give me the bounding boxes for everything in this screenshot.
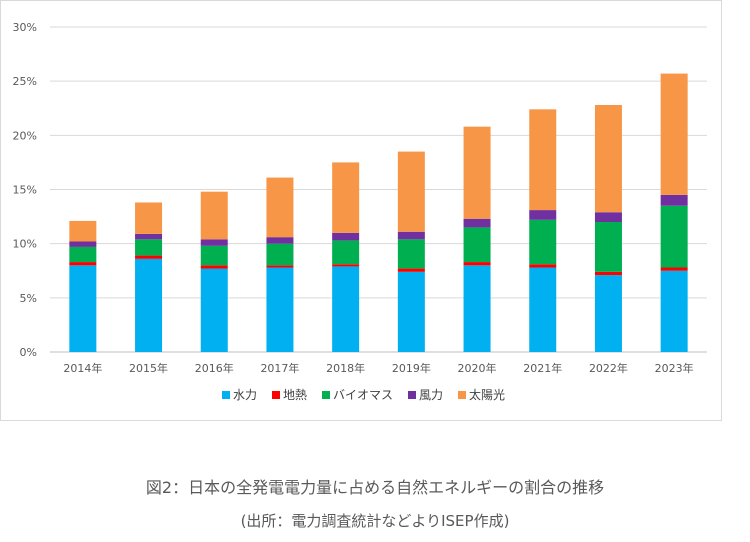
bar-segment bbox=[463, 126, 491, 219]
x-tick-label: 2015年 bbox=[129, 361, 168, 375]
legend: 水力 地熱 バイオマス 風力 太陽光 bbox=[222, 387, 505, 402]
bars bbox=[69, 73, 688, 352]
bar-segment bbox=[266, 265, 294, 268]
bar-segment bbox=[660, 270, 688, 352]
figure-source: (出所：電力調査統計などよりISEP作成) bbox=[240, 512, 510, 530]
y-axis-ticks: 0% 5% 10% 15% 20% 25% 30% bbox=[13, 21, 37, 359]
bar-segment bbox=[200, 191, 228, 240]
y-tick-label: 10% bbox=[13, 238, 37, 251]
bar-segment bbox=[529, 219, 557, 265]
bar-segment bbox=[529, 109, 557, 211]
legend-swatch bbox=[222, 391, 230, 399]
stacked-bar-chart: 0% 5% 10% 15% 20% 25% 30% 2014年 2015年 2016年 2017年… bbox=[13, 21, 707, 402]
bar-segment bbox=[69, 265, 97, 352]
bar-segment bbox=[266, 177, 294, 238]
bar-segment bbox=[660, 73, 688, 195]
y-tick-label: 30% bbox=[13, 21, 37, 34]
x-tick-label: 2017年 bbox=[260, 361, 299, 375]
bar-segment bbox=[200, 245, 228, 266]
legend-label: 太陽光 bbox=[469, 387, 505, 402]
bar-segment bbox=[332, 232, 360, 241]
bar-segment bbox=[332, 264, 360, 267]
bar-segment bbox=[463, 227, 491, 263]
bar-segment bbox=[594, 212, 622, 222]
legend-label: 風力 bbox=[419, 388, 443, 402]
bar-segment bbox=[594, 105, 622, 213]
bar-segment bbox=[529, 264, 557, 268]
legend-label: 水力 bbox=[233, 388, 257, 402]
bar-segment bbox=[69, 246, 97, 263]
x-tick-label: 2014年 bbox=[63, 361, 102, 375]
legend-swatch bbox=[272, 391, 280, 399]
x-tick-label: 2022年 bbox=[589, 361, 628, 375]
bar-segment bbox=[266, 243, 294, 266]
legend-label: バイオマス bbox=[333, 388, 393, 402]
x-tick-label: 2023年 bbox=[655, 361, 694, 375]
bar-segment bbox=[463, 265, 491, 352]
legend-swatch bbox=[322, 391, 330, 399]
bar-segment bbox=[594, 222, 622, 272]
bar-segment bbox=[660, 267, 688, 271]
bar-segment bbox=[135, 258, 163, 352]
bar-segment bbox=[660, 194, 688, 206]
bar-segment bbox=[397, 231, 425, 240]
bar-segment bbox=[135, 233, 163, 240]
chart-frame: 0% 5% 10% 15% 20% 25% 30% 2014年 2015年 2016年 2017年… bbox=[0, 0, 722, 421]
x-tick-label: 2019年 bbox=[392, 361, 431, 375]
bar-segment bbox=[463, 262, 491, 266]
bar-segment bbox=[529, 267, 557, 352]
bar-segment bbox=[69, 241, 97, 247]
y-tick-label: 20% bbox=[13, 129, 37, 142]
bar-segment bbox=[332, 162, 360, 233]
figure-caption: 図2：日本の全発電電力量に占める自然エネルギーの割合の推移 bbox=[145, 478, 605, 497]
x-tick-label: 2018年 bbox=[326, 361, 365, 375]
bar-segment bbox=[594, 271, 622, 276]
x-tick-label: 2016年 bbox=[195, 361, 234, 375]
bar-segment bbox=[200, 239, 228, 246]
bar-segment bbox=[135, 255, 163, 259]
x-tick-label: 2020年 bbox=[458, 361, 497, 375]
y-tick-label: 0% bbox=[20, 346, 37, 359]
y-tick-label: 25% bbox=[13, 75, 37, 88]
y-tick-label: 5% bbox=[20, 292, 37, 305]
bar-segment bbox=[397, 271, 425, 352]
legend-swatch bbox=[408, 391, 416, 399]
bar-segment bbox=[200, 268, 228, 352]
bar-segment bbox=[397, 239, 425, 269]
bar-segment bbox=[529, 210, 557, 220]
bar-segment bbox=[397, 151, 425, 232]
bar-segment bbox=[660, 205, 688, 268]
bar-segment bbox=[69, 220, 97, 242]
bar-segment bbox=[135, 239, 163, 256]
legend-label: 地熱 bbox=[283, 388, 307, 402]
bar-segment bbox=[266, 267, 294, 352]
bar-segment bbox=[200, 265, 228, 269]
x-tick-label: 2021年 bbox=[523, 361, 562, 375]
bar-segment bbox=[463, 218, 491, 228]
bar-segment bbox=[266, 237, 294, 244]
bar-segment bbox=[332, 240, 360, 265]
bar-segment bbox=[135, 202, 163, 234]
bar-segment bbox=[594, 275, 622, 352]
bar-segment bbox=[397, 268, 425, 272]
bar-segment bbox=[332, 266, 360, 352]
x-axis-ticks: 2014年 2015年 2016年 2017年 2018年 2019年 2020年 2021年… bbox=[63, 361, 693, 375]
legend-swatch bbox=[458, 391, 466, 399]
bar-segment bbox=[69, 262, 97, 266]
y-tick-label: 15% bbox=[13, 184, 37, 197]
